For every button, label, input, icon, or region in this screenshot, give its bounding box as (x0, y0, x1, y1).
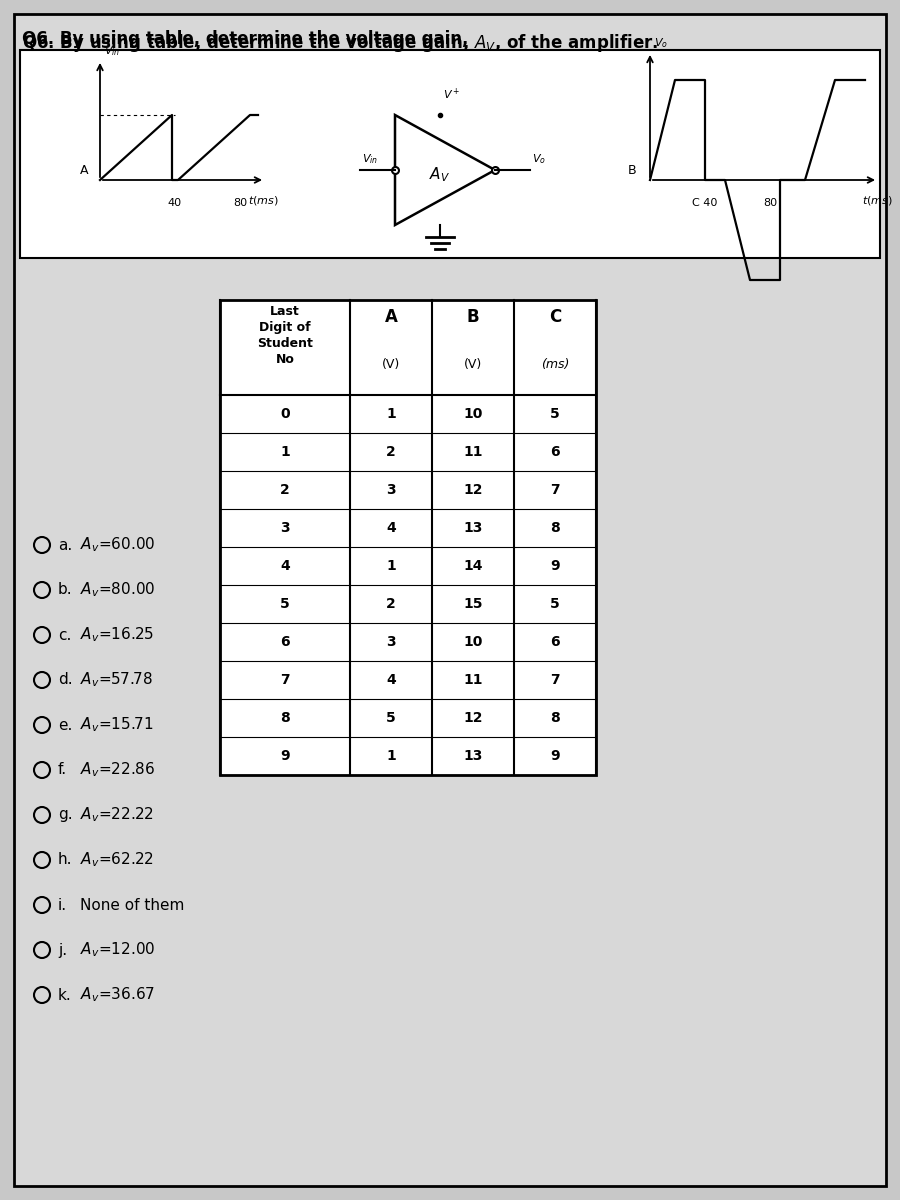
Text: 1: 1 (386, 407, 396, 421)
Text: $V_{in}$: $V_{in}$ (362, 152, 378, 166)
Text: $A_V$: $A_V$ (429, 166, 451, 185)
Text: e.: e. (58, 718, 72, 732)
Text: j.: j. (58, 942, 68, 958)
Text: 3: 3 (386, 482, 396, 497)
Text: k.: k. (58, 988, 72, 1002)
Text: 9: 9 (550, 559, 560, 572)
Text: $V_{in}$: $V_{in}$ (104, 44, 121, 58)
Text: 13: 13 (464, 521, 482, 535)
Text: 10: 10 (464, 635, 482, 649)
Text: 1: 1 (386, 559, 396, 572)
Text: B: B (467, 308, 480, 326)
Text: 3: 3 (386, 635, 396, 649)
Text: h.: h. (58, 852, 73, 868)
Text: (V): (V) (382, 358, 400, 371)
Text: 11: 11 (464, 673, 482, 686)
Text: 5: 5 (386, 710, 396, 725)
Text: Student: Student (257, 337, 313, 350)
Text: $A_v$=57.78: $A_v$=57.78 (80, 671, 153, 689)
Text: 13: 13 (464, 749, 482, 763)
Text: Last: Last (270, 305, 300, 318)
Text: 4: 4 (386, 673, 396, 686)
Text: $A_v$=62.22: $A_v$=62.22 (80, 851, 154, 869)
Text: None of them: None of them (80, 898, 184, 912)
Text: 0: 0 (280, 407, 290, 421)
Text: A: A (79, 164, 88, 176)
Text: 80: 80 (233, 198, 248, 208)
Text: 2: 2 (280, 482, 290, 497)
Text: A: A (384, 308, 398, 326)
Text: 5: 5 (550, 596, 560, 611)
Text: (ms): (ms) (541, 358, 569, 371)
Text: Q6. By using table, determine the voltage gain, $A_V$, of the amplifier.: Q6. By using table, determine the voltag… (22, 32, 659, 54)
Text: b.: b. (58, 582, 73, 598)
Text: $A_v$=15.71: $A_v$=15.71 (80, 715, 154, 734)
Text: 15: 15 (464, 596, 482, 611)
Text: $V^+$: $V^+$ (443, 86, 461, 102)
Text: 2: 2 (386, 596, 396, 611)
Text: 12: 12 (464, 710, 482, 725)
Text: c.: c. (58, 628, 71, 642)
Text: 8: 8 (550, 521, 560, 535)
Text: Digit of: Digit of (259, 320, 310, 334)
Text: $A_v$=22.22: $A_v$=22.22 (80, 805, 154, 824)
Text: C 40: C 40 (692, 198, 717, 208)
Text: $t(ms)$: $t(ms)$ (862, 194, 893, 206)
Text: $A_v$=60.00: $A_v$=60.00 (80, 535, 156, 554)
Text: 1: 1 (386, 749, 396, 763)
Text: 7: 7 (280, 673, 290, 686)
Text: (V): (V) (464, 358, 482, 371)
Text: $V_o$: $V_o$ (532, 152, 546, 166)
Text: 10: 10 (464, 407, 482, 421)
Text: 12: 12 (464, 482, 482, 497)
Text: $A_v$=16.25: $A_v$=16.25 (80, 625, 154, 644)
Text: $A_v$=36.67: $A_v$=36.67 (80, 985, 155, 1004)
Text: $A_v$=12.00: $A_v$=12.00 (80, 941, 156, 959)
Text: $V_o$: $V_o$ (654, 36, 668, 50)
Text: 5: 5 (280, 596, 290, 611)
Text: 5: 5 (550, 407, 560, 421)
Text: 9: 9 (550, 749, 560, 763)
Text: 80: 80 (763, 198, 777, 208)
Text: 9: 9 (280, 749, 290, 763)
Text: No: No (275, 353, 294, 366)
Text: 3: 3 (280, 521, 290, 535)
Text: Q6. By using table, determine the voltage gain,: Q6. By using table, determine the voltag… (22, 30, 474, 48)
Text: 7: 7 (550, 482, 560, 497)
Text: 14: 14 (464, 559, 482, 572)
Text: C: C (549, 308, 561, 326)
FancyBboxPatch shape (20, 50, 880, 258)
FancyBboxPatch shape (220, 300, 596, 775)
Text: $A_v$=80.00: $A_v$=80.00 (80, 581, 156, 599)
Text: g.: g. (58, 808, 73, 822)
Text: 40: 40 (168, 198, 182, 208)
Text: i.: i. (58, 898, 68, 912)
Text: 2: 2 (386, 445, 396, 458)
Text: 4: 4 (280, 559, 290, 572)
Text: $t(ms)$: $t(ms)$ (248, 194, 279, 206)
Text: 6: 6 (280, 635, 290, 649)
Text: $A_v$=22.86: $A_v$=22.86 (80, 761, 155, 779)
FancyBboxPatch shape (14, 14, 886, 1186)
Text: 6: 6 (550, 635, 560, 649)
Text: a.: a. (58, 538, 72, 552)
Text: B: B (627, 164, 636, 176)
Text: 11: 11 (464, 445, 482, 458)
Text: d.: d. (58, 672, 73, 688)
Text: 7: 7 (550, 673, 560, 686)
Text: 4: 4 (386, 521, 396, 535)
Text: f.: f. (58, 762, 68, 778)
Text: 6: 6 (550, 445, 560, 458)
Text: 8: 8 (550, 710, 560, 725)
Text: 8: 8 (280, 710, 290, 725)
Text: 1: 1 (280, 445, 290, 458)
